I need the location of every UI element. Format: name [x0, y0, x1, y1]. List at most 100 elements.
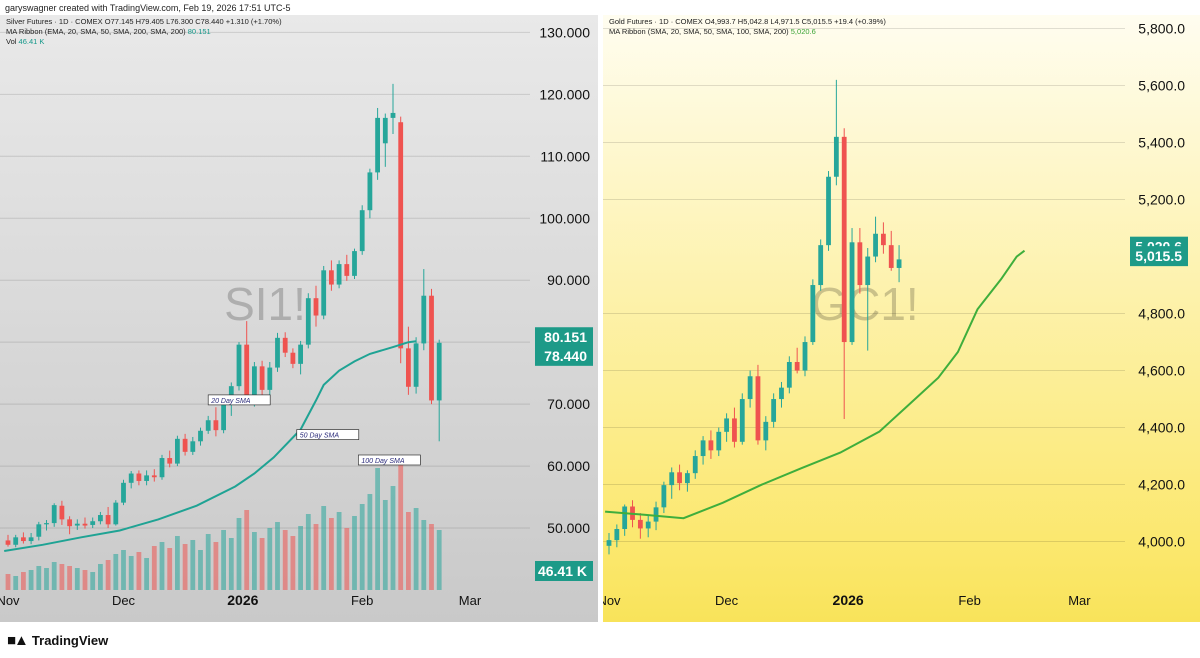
- gold-candle-body: [771, 399, 777, 422]
- silver-volume-bar: [159, 542, 165, 590]
- tradingview-logo-icon: ■▲: [7, 632, 29, 649]
- silver-volume-bar: [98, 564, 103, 590]
- silver-ytick-label: 60.000: [547, 458, 590, 474]
- gold-candle-body: [637, 519, 643, 529]
- silver-ytick-label: 90.000: [547, 272, 590, 288]
- silver-volume-bar: [344, 528, 350, 590]
- silver-candle-body: [221, 402, 226, 431]
- gold-watermark: GC1!: [811, 278, 918, 330]
- silver-candle-body: [359, 210, 365, 252]
- gold-candle-body: [841, 136, 847, 343]
- gold-candle-body: [786, 362, 792, 388]
- silver-volume-bar: [59, 564, 65, 590]
- silver-legend-vol-label: Vol: [6, 37, 17, 46]
- silver-volume-bar: [305, 514, 311, 590]
- gold-xtick-label: Feb: [958, 593, 980, 608]
- silver-candle-body: [36, 524, 42, 537]
- gold-chart-panel[interactable]: Gold Futures · 1D · COMEX O4,993.7 H5,04…: [603, 15, 1200, 622]
- gold-candle-body: [881, 233, 886, 246]
- gold-candle-body: [739, 399, 745, 442]
- silver-candle-body: [236, 344, 242, 387]
- silver-candle-body: [275, 337, 280, 368]
- silver-ma-line: [4, 340, 417, 552]
- silver-volume-bar: [90, 572, 96, 590]
- silver-annotation-box: [207, 394, 271, 406]
- silver-annotation-label: 20 Day SMA: [210, 398, 251, 405]
- silver-legend-volume: Vol 46.41 K: [6, 37, 282, 47]
- gold-candle-body: [677, 472, 682, 484]
- silver-chart-svg: 130.000120.000110.000100.00090.00080.000…: [0, 24, 593, 608]
- silver-volume-bar: [359, 504, 365, 590]
- gold-xtick-label: Mar: [1068, 593, 1091, 608]
- silver-candle-body: [436, 342, 442, 401]
- silver-annotation-box: [358, 454, 421, 466]
- silver-volume-bar: [436, 530, 442, 590]
- silver-candle-body: [313, 298, 319, 316]
- silver-legend-ma-value: 80.151: [187, 27, 211, 36]
- gold-ma-line: [605, 249, 1026, 520]
- silver-candle-body: [398, 122, 404, 349]
- gold-ytick-label: 5,800.0: [1138, 21, 1185, 37]
- silver-candle-body: [329, 270, 334, 285]
- silver-volume-bar: [221, 530, 226, 590]
- chart-credit: garyswagner created with TradingView.com…: [5, 3, 291, 13]
- silver-price-badge-label: 78.440: [544, 348, 587, 364]
- tradingview-footer[interactable]: ■▲ TradingView: [7, 632, 108, 649]
- silver-candle-body: [205, 420, 211, 431]
- gold-ytick-label: 4,400.0: [1138, 420, 1185, 436]
- silver-ytick-label: 130.000: [539, 24, 590, 40]
- gold-candle-body: [716, 431, 722, 451]
- silver-xtick-label: Mar: [459, 593, 482, 608]
- silver-annotation-label: 50 Day SMA: [300, 433, 340, 440]
- gold-candle-body: [802, 342, 808, 371]
- gold-candle-body: [747, 376, 753, 400]
- silver-candle-body: [344, 264, 350, 276]
- silver-volume-bar: [406, 512, 411, 590]
- gold-candle-body: [645, 521, 651, 529]
- silver-volume-bar: [413, 508, 419, 590]
- silver-chart-panel[interactable]: Silver Futures · 1D · COMEX O77.145 H79.…: [0, 15, 598, 622]
- silver-candle-body: [352, 251, 357, 276]
- gold-candle-body: [896, 259, 902, 268]
- silver-volume-bar: [267, 528, 273, 590]
- silver-volume-bar: [205, 534, 211, 590]
- silver-candle-body: [190, 441, 196, 452]
- gold-candle-body: [810, 285, 816, 343]
- gold-candle-body: [692, 456, 698, 474]
- gold-candle-body: [700, 440, 706, 457]
- silver-price-badge: [535, 345, 593, 366]
- silver-candle-body: [28, 537, 34, 542]
- silver-legend-vol-value: 46.41 K: [18, 37, 45, 46]
- tradingview-brand: TradingView: [31, 633, 109, 648]
- silver-price-badge-label: 80.151: [544, 329, 587, 345]
- gold-legend-ohlc: Gold Futures · 1D · COMEX O4,993.7 H5,04…: [609, 17, 886, 26]
- silver-volume-bar: [5, 574, 11, 590]
- silver-volume-bar: [321, 506, 327, 590]
- silver-candle-body: [67, 519, 72, 527]
- silver-legend-ohlc: Silver Futures · 1D · COMEX O77.145 H79.…: [6, 17, 282, 26]
- silver-volume-badge: [535, 561, 593, 581]
- silver-candle-body: [59, 505, 65, 520]
- silver-volume-bar: [44, 568, 49, 590]
- silver-volume-bar: [190, 540, 196, 590]
- silver-volume-bar: [175, 536, 180, 590]
- gold-chart-svg: 5,800.0 5,600.0 5,400.0 5,200.0 4,800.0 4,600…: [603, 21, 1188, 608]
- silver-legend-ma: MA Ribbon (EMA, 20, SMA, 50, SMA, 200, S…: [6, 27, 282, 37]
- silver-candle-body: [267, 367, 273, 390]
- gold-ytick-label: 5,600.0: [1138, 78, 1185, 94]
- silver-candle-body: [213, 420, 219, 431]
- silver-candle-body: [74, 523, 80, 526]
- gold-price-badge-label: 5,015.5: [1135, 248, 1182, 264]
- silver-legend: Silver Futures · 1D · COMEX O77.145 H79.…: [6, 17, 282, 47]
- silver-annotation-label: 100 Day SMA: [361, 458, 405, 465]
- silver-candle-body: [413, 343, 419, 387]
- silver-volume-bar: [51, 562, 57, 590]
- silver-volume-bar: [82, 570, 88, 590]
- silver-volume-bar: [252, 532, 257, 590]
- silver-candle-body: [367, 172, 373, 211]
- silver-volume-badge-label: 46.41 K: [538, 563, 587, 579]
- gold-xtick-label: Nov: [603, 593, 621, 608]
- silver-volume-bar: [28, 570, 34, 590]
- silver-volume-bar: [228, 538, 234, 590]
- gold-legend: Gold Futures · 1D · COMEX O4,993.7 H5,04…: [609, 17, 886, 37]
